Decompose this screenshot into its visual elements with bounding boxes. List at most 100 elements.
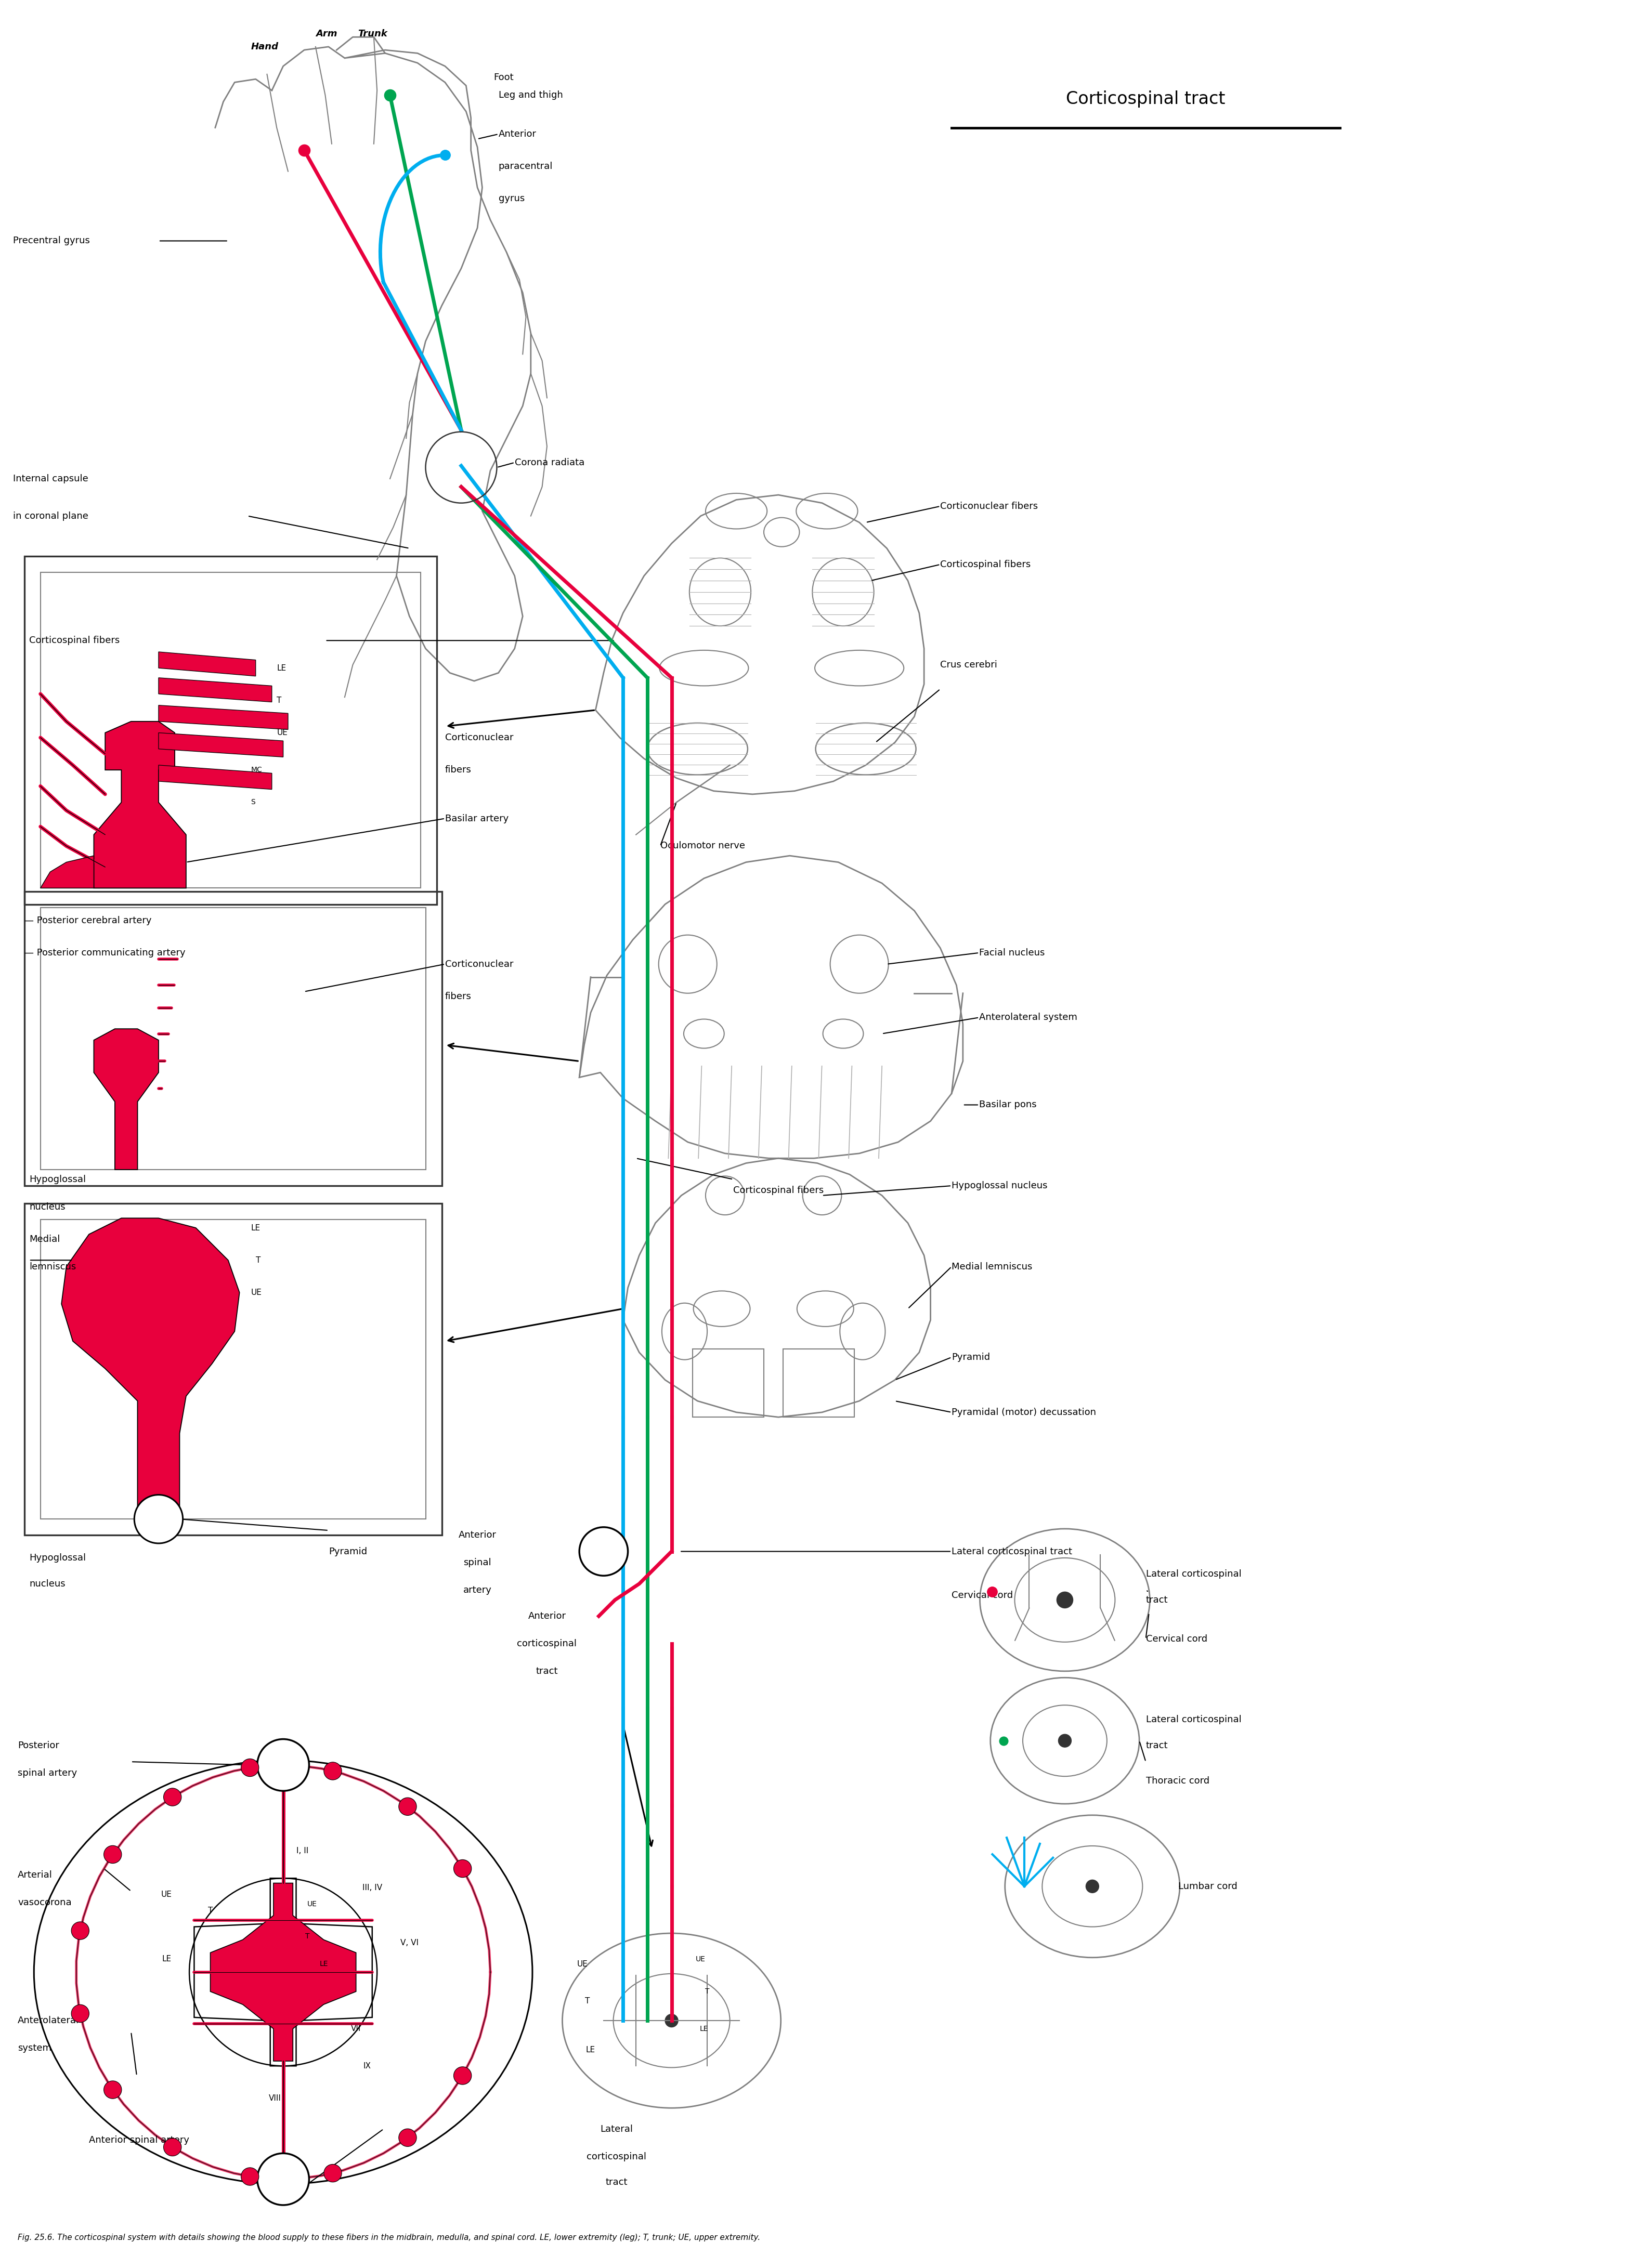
Circle shape	[324, 2164, 342, 2182]
Circle shape	[104, 2080, 122, 2098]
Text: Arterial: Arterial	[18, 1871, 52, 1880]
Text: Leg and thigh: Leg and thigh	[498, 91, 563, 100]
Text: V, VI: V, VI	[400, 1939, 418, 1946]
Text: artery: artery	[462, 1585, 492, 1594]
Text: Corticospinal fibers: Corticospinal fibers	[733, 1186, 824, 1195]
Text: T: T	[277, 696, 282, 705]
Text: tract: tract	[536, 1667, 558, 1676]
Text: UE: UE	[277, 728, 288, 737]
Text: Fig. 25.6. The corticospinal system with details showing the blood supply to the: Fig. 25.6. The corticospinal system with…	[18, 2234, 760, 2241]
Text: T: T	[304, 1932, 309, 1939]
Circle shape	[454, 1860, 472, 1878]
Text: — Posterior communicating artery: — Posterior communicating artery	[24, 948, 186, 957]
Polygon shape	[41, 855, 94, 889]
Polygon shape	[94, 721, 186, 889]
Text: lemniscus: lemniscus	[29, 1261, 77, 1272]
Text: gyrus: gyrus	[498, 195, 524, 204]
Circle shape	[104, 1846, 122, 1864]
Text: in coronal plane: in coronal plane	[13, 510, 88, 522]
Text: Corticonuclear fibers: Corticonuclear fibers	[941, 501, 1039, 510]
Text: T: T	[208, 1907, 213, 1914]
Text: vasocorona: vasocorona	[18, 1898, 72, 1907]
Text: T: T	[584, 1998, 589, 2005]
Circle shape	[133, 1495, 182, 1542]
Text: Cervical cord: Cervical cord	[1146, 1635, 1208, 1644]
Text: LE: LE	[251, 1225, 260, 1232]
Circle shape	[399, 1799, 417, 1814]
Text: Foot: Foot	[493, 73, 514, 82]
Text: Corticonuclear: Corticonuclear	[444, 959, 513, 968]
Circle shape	[72, 1921, 90, 1939]
Circle shape	[399, 2130, 417, 2146]
Circle shape	[1058, 1735, 1071, 1746]
Circle shape	[72, 2005, 90, 2023]
Text: system: system	[18, 2043, 52, 2053]
Polygon shape	[158, 678, 272, 703]
Text: Hypoglossal: Hypoglossal	[29, 1554, 86, 1563]
Text: S: S	[251, 798, 256, 805]
Text: nucleus: nucleus	[29, 1579, 65, 1588]
Text: Pyramid: Pyramid	[329, 1547, 366, 1556]
Text: Thoracic cord: Thoracic cord	[1146, 1776, 1210, 1785]
Text: T: T	[705, 1987, 710, 1996]
Text: Precentral gyrus: Precentral gyrus	[13, 236, 90, 245]
Circle shape	[454, 2066, 472, 2084]
Text: Facial nucleus: Facial nucleus	[978, 948, 1045, 957]
Text: Lateral corticospinal: Lateral corticospinal	[1146, 1715, 1241, 1724]
Text: Anterior: Anterior	[459, 1531, 497, 1540]
Text: Basilar pons: Basilar pons	[978, 1100, 1037, 1109]
Circle shape	[1086, 1880, 1099, 1894]
Text: tract: tract	[1146, 1594, 1167, 1606]
Circle shape	[257, 1740, 309, 1792]
Text: VII: VII	[352, 2025, 361, 2032]
Text: Corona radiata: Corona radiata	[514, 458, 584, 467]
Text: Corticonuclear: Corticonuclear	[444, 733, 513, 742]
Polygon shape	[158, 651, 256, 676]
Text: LE: LE	[586, 2046, 596, 2053]
Text: spinal artery: spinal artery	[18, 1769, 77, 1778]
Text: LE: LE	[319, 1960, 327, 1969]
Text: Pyramid: Pyramid	[951, 1352, 990, 1363]
Text: Cervical cord: Cervical cord	[951, 1590, 1013, 1599]
Text: Medial lemniscus: Medial lemniscus	[951, 1261, 1032, 1272]
Text: Arm: Arm	[316, 29, 337, 39]
Text: III, IV: III, IV	[363, 1885, 383, 1892]
Polygon shape	[158, 764, 272, 789]
Text: Lumbar cord: Lumbar cord	[1179, 1882, 1237, 1892]
Text: Anterior: Anterior	[498, 129, 536, 138]
Text: tract: tract	[606, 2177, 628, 2186]
Circle shape	[241, 1758, 259, 1776]
Text: Lateral: Lateral	[601, 2125, 633, 2134]
Text: T: T	[256, 1256, 260, 1263]
Text: IX: IX	[363, 2062, 371, 2071]
Text: LE: LE	[277, 665, 287, 671]
Circle shape	[324, 1762, 342, 1780]
Text: Anterolateral system: Anterolateral system	[978, 1014, 1078, 1023]
Circle shape	[580, 1526, 628, 1576]
Text: I, II: I, II	[296, 1846, 309, 1855]
Polygon shape	[158, 733, 283, 758]
Text: tract: tract	[1146, 1742, 1167, 1751]
Text: UE: UE	[695, 1955, 705, 1962]
Text: Corticospinal fibers: Corticospinal fibers	[29, 635, 120, 644]
Text: Basilar artery: Basilar artery	[444, 814, 508, 823]
Text: Anterolateral: Anterolateral	[18, 2016, 80, 2025]
Text: UE: UE	[161, 1892, 173, 1898]
Text: UE: UE	[578, 1960, 588, 1969]
Circle shape	[666, 2014, 677, 2028]
Text: Internal capsule: Internal capsule	[13, 474, 88, 483]
Text: Lateral corticospinal tract: Lateral corticospinal tract	[951, 1547, 1073, 1556]
Text: Crus cerebri: Crus cerebri	[941, 660, 998, 669]
Text: MC: MC	[251, 767, 262, 773]
Text: Corticospinal tract: Corticospinal tract	[1066, 91, 1226, 107]
Polygon shape	[158, 705, 288, 730]
Text: Oculomotor nerve: Oculomotor nerve	[661, 841, 746, 850]
Polygon shape	[62, 1218, 239, 1520]
Text: Corticospinal fibers: Corticospinal fibers	[941, 560, 1031, 569]
Text: Hypoglossal: Hypoglossal	[29, 1175, 86, 1184]
Circle shape	[163, 2139, 181, 2157]
Text: Anterior spinal artery: Anterior spinal artery	[90, 2136, 189, 2146]
Circle shape	[257, 2152, 309, 2204]
Text: fibers: fibers	[444, 764, 472, 776]
Polygon shape	[210, 1882, 357, 2062]
